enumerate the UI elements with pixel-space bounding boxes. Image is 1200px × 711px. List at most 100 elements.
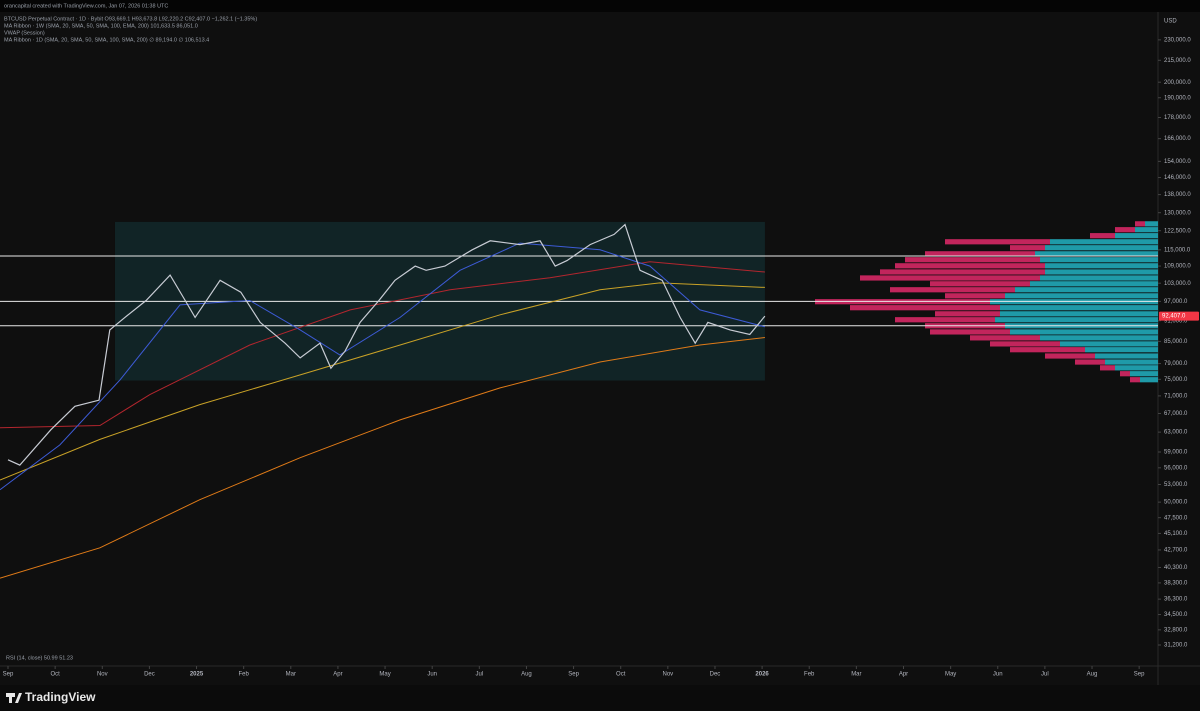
x-tick-label: 2025 — [190, 672, 204, 678]
profile-down — [895, 263, 1045, 269]
profile-down — [1010, 347, 1085, 353]
y-tick-label: 166,000.0 — [1164, 136, 1191, 142]
y-tick-label: 59,000.0 — [1164, 450, 1188, 456]
x-tick-label: Sep — [568, 672, 579, 678]
x-tick-label: Mar — [286, 672, 296, 678]
profile-up — [1045, 269, 1158, 275]
profile-up — [1095, 353, 1158, 359]
y-tick-label: 47,500.0 — [1164, 515, 1188, 521]
x-tick-label: Nov — [97, 672, 108, 678]
profile-up — [1045, 263, 1158, 269]
y-tick-label: 103,000.0 — [1164, 281, 1191, 287]
y-tick-label: 42,700.0 — [1164, 548, 1188, 554]
y-tick-label: 34,500.0 — [1164, 612, 1188, 618]
y-tick-label: 115,000.0 — [1164, 247, 1191, 253]
profile-down — [1100, 365, 1115, 371]
y-tick-label: 56,000.0 — [1164, 465, 1188, 471]
x-tick-label: Feb — [804, 672, 815, 678]
profile-down — [1010, 245, 1045, 251]
legend-entry: MA Ribbon · 1D (SMA, 20, SMA, 50, SMA, 1… — [4, 36, 209, 43]
profile-down — [890, 287, 1015, 293]
y-tick-label: 31,200.0 — [1164, 643, 1188, 649]
profile-up — [1040, 335, 1158, 341]
profile-up — [995, 317, 1158, 323]
y-tick-label: 97,000.0 — [1164, 299, 1188, 305]
profile-down — [860, 275, 1040, 281]
profile-up — [1145, 221, 1158, 227]
y-tick-label: 178,000.0 — [1164, 115, 1191, 121]
x-tick-label: Jul — [475, 672, 483, 678]
profile-down — [895, 317, 995, 323]
x-tick-label: Jun — [993, 672, 1003, 678]
y-tick-label: 79,000.0 — [1164, 361, 1188, 367]
profile-up — [1060, 341, 1158, 347]
profile-down — [850, 305, 1000, 311]
y-tick-label: 32,800.0 — [1164, 627, 1188, 633]
x-tick-label: Apr — [899, 672, 908, 678]
y-tick-label: 45,100.0 — [1164, 531, 1188, 537]
y-tick-label: 138,000.0 — [1164, 192, 1191, 198]
header-bar — [0, 0, 1200, 12]
profile-down — [945, 293, 1005, 299]
logo-icon — [6, 693, 22, 703]
footer — [0, 685, 1200, 711]
series-line — [7, 223, 766, 466]
profile-down — [1045, 353, 1095, 359]
y-tick-label: 85,000.0 — [1164, 339, 1188, 345]
x-tick-label: May — [379, 672, 390, 678]
y-tick-label: 38,300.0 — [1164, 580, 1188, 586]
profile-up — [1035, 251, 1158, 257]
currency: USD — [1164, 19, 1177, 25]
y-tick-label: 146,000.0 — [1164, 175, 1191, 181]
credit: orancapital created with TradingView.com… — [4, 3, 168, 9]
y-tick-label: 75,000.0 — [1164, 377, 1188, 383]
x-tick-label: Nov — [663, 672, 674, 678]
x-tick-label: May — [945, 672, 956, 678]
profile-down — [990, 341, 1060, 347]
y-tick-label: 40,300.0 — [1164, 565, 1188, 571]
x-tick-label: Aug — [521, 672, 532, 678]
price-tag — [1159, 311, 1199, 321]
profile-down — [1075, 359, 1105, 365]
profile-up — [1045, 245, 1158, 251]
y-tick-label: 53,000.0 — [1164, 482, 1188, 488]
profile-up — [1005, 293, 1158, 299]
profile-down — [905, 257, 1040, 263]
x-tick-label: Oct — [616, 672, 626, 678]
x-tick-label: Sep — [1134, 672, 1145, 678]
rsi-label: RSI (14, close) 50.99 51.23 — [6, 655, 73, 661]
y-tick-label: 190,000.0 — [1164, 95, 1191, 101]
y-tick-label: 215,000.0 — [1164, 58, 1191, 64]
x-tick-label: Feb — [238, 672, 249, 678]
y-tick-label: 154,000.0 — [1164, 159, 1191, 165]
x-tick-label: Dec — [710, 672, 721, 678]
y-tick-label: 36,300.0 — [1164, 597, 1188, 603]
legend-entry: BTCUSD Perpetual Contract · 1D · Bybit O… — [4, 16, 257, 22]
profile-up — [1140, 377, 1158, 383]
profile-up — [1000, 305, 1158, 311]
x-tick-label: Jul — [1041, 672, 1049, 678]
x-tick-label: Sep — [3, 672, 14, 678]
x-tick-label: Apr — [333, 672, 342, 678]
profile-up — [1130, 371, 1158, 377]
x-tick-label: Dec — [144, 672, 155, 678]
y-tick-label: 130,000.0 — [1164, 210, 1191, 216]
y-tick-label: 91,000.0 — [1164, 318, 1188, 324]
profile-down — [930, 281, 1030, 287]
y-tick-label: 71,000.0 — [1164, 393, 1188, 399]
profile-up — [1040, 257, 1158, 263]
profile-down — [880, 269, 1045, 275]
logo: TradingView — [25, 690, 96, 704]
profile-down — [925, 251, 1035, 257]
profile-down — [1090, 233, 1115, 239]
x-tick-label: 2026 — [755, 672, 769, 678]
x-tick-label: Mar — [851, 672, 861, 678]
profile-up — [1085, 347, 1158, 353]
y-tick-label: 122,500.0 — [1164, 228, 1191, 234]
y-tick-label: 109,000.0 — [1164, 264, 1191, 270]
x-tick-label: Oct — [50, 672, 60, 678]
profile-down — [935, 311, 1000, 317]
y-tick-label: 67,000.0 — [1164, 411, 1188, 417]
legend-entry: MA Ribbon · 1W (SMA, 20, SMA, 50, SMA, 1… — [4, 23, 198, 29]
